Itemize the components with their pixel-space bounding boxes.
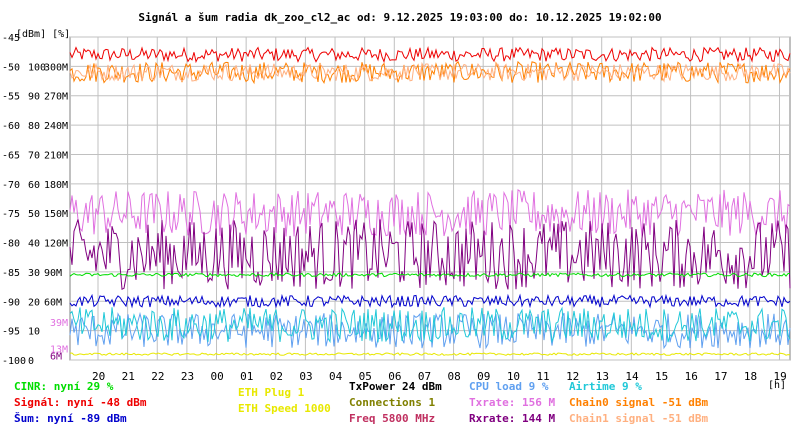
x-tick-label: 11	[536, 370, 549, 383]
x-tick-label: 13	[596, 370, 609, 383]
series-eth-speed	[69, 352, 791, 356]
series-rxrate	[69, 219, 791, 290]
legend-eth-plug: ETH Plug 1	[238, 386, 305, 399]
x-tick-label: 19	[773, 370, 786, 383]
series-cpu-load	[69, 311, 791, 350]
y-tick-rate: 60M	[44, 297, 62, 308]
y-tick-dbm: -55	[2, 92, 20, 103]
y-rate-marker-label: 13M	[50, 344, 68, 355]
y-tick-dbm: -75	[2, 209, 20, 220]
y-tick-rate: 270M	[44, 92, 68, 103]
legend-txpower: TxPower 24 dBm	[349, 380, 442, 393]
x-tick-label: 04	[329, 370, 343, 383]
y-rate-marker-label: 6M	[50, 351, 62, 362]
y-tick-percent: 100	[28, 62, 46, 73]
x-tick-label: 12	[566, 370, 579, 383]
y-tick-dbm: -80	[2, 239, 20, 250]
y-tick-rate: 150M	[44, 209, 68, 220]
legend-cpu: CPU load 9 %	[469, 380, 549, 393]
y-rate-marker-label: 39M	[50, 318, 68, 329]
x-tick-label: 09	[477, 370, 490, 383]
legend-cinr: CINR: nyní 29 %	[14, 380, 114, 393]
plot-area	[69, 36, 791, 361]
x-tick-label: 22	[151, 370, 164, 383]
y-tick-dbm: -90	[2, 297, 20, 308]
x-tick-label: 18	[744, 370, 757, 383]
legend-rxrate: Rxrate: 144 M	[469, 412, 556, 425]
legend-chain1: Chain1 signal -51 dBm	[569, 412, 709, 425]
x-tick-label: 14	[625, 370, 639, 383]
x-tick-label: 21	[122, 370, 135, 383]
series-chain1-signal	[69, 61, 791, 83]
x-tick-label: 00	[211, 370, 224, 383]
x-tick-label: 01	[240, 370, 253, 383]
x-tick-label: 15	[655, 370, 668, 383]
chart-grid	[69, 36, 791, 361]
y-tick-rate: 300M	[44, 62, 68, 73]
series--um	[69, 293, 791, 309]
y-tick-percent: 20	[28, 297, 40, 308]
y-tick-rate: 90M	[44, 268, 62, 279]
series-chain0-signal	[69, 60, 791, 85]
legend-chain0: Chain0 signal -51 dBm	[569, 396, 709, 409]
axis-units-label: [dBm] [%]	[16, 29, 71, 40]
series-airtime	[69, 306, 791, 344]
x-axis-label: [h]	[768, 380, 786, 391]
series-txrate	[69, 189, 791, 237]
y-tick-rate: 210M	[44, 150, 68, 161]
y-tick-dbm: -45	[2, 33, 20, 44]
y-tick-percent: 30	[28, 268, 40, 279]
y-tick-percent: 80	[28, 121, 40, 132]
x-tick-label: 17	[714, 370, 727, 383]
y-tick-rate: 120M	[44, 239, 68, 250]
legend-signal: Signál: nyní -48 dBm	[14, 396, 147, 409]
y-tick-percent: 50	[28, 209, 40, 220]
y-tick-percent: 40	[28, 239, 40, 250]
chart-series	[69, 46, 791, 356]
legend-noise: Šum: nyní -89 dBm	[14, 412, 127, 425]
legend-txrate: Txrate: 156 M	[469, 396, 556, 409]
x-tick-label: 03	[299, 370, 312, 383]
legend-freq: Freq 5800 MHz	[349, 412, 436, 425]
x-tick-label: 20	[92, 370, 105, 383]
y-tick-percent: 90	[28, 92, 40, 103]
legend-eth-speed: ETH Speed 1000	[238, 402, 331, 415]
x-tick-label: 10	[507, 370, 520, 383]
legend-airtime: Airtime 9 %	[569, 380, 642, 393]
x-tick-label: 07	[418, 370, 431, 383]
y-tick-dbm: -60	[2, 121, 20, 132]
series-sign-l	[69, 46, 791, 64]
y-tick-dbm: -65	[2, 150, 20, 161]
chart-title: Signál a šum radia dk_zoo_cl2_ac od: 9.1…	[138, 11, 662, 24]
y-tick-dbm: -50	[2, 62, 20, 73]
y-tick-dbm: -100	[2, 356, 26, 367]
x-tick-label: 08	[448, 370, 461, 383]
x-tick-label: 05	[359, 370, 372, 383]
x-tick-label: 06	[388, 370, 401, 383]
x-tick-label: 16	[685, 370, 698, 383]
x-tick-label: 23	[181, 370, 194, 383]
legend-connections: Connections 1	[349, 396, 436, 409]
y-tick-percent: 70	[28, 150, 40, 161]
y-tick-rate: 240M	[44, 121, 68, 132]
y-tick-dbm: -95	[2, 327, 20, 338]
y-tick-rate: 180M	[44, 180, 68, 191]
y-tick-dbm: -70	[2, 180, 20, 191]
y-tick-percent: 10	[28, 327, 40, 338]
x-tick-label: 02	[270, 370, 283, 383]
series-cinr	[69, 272, 791, 278]
y-tick-percent: 0	[28, 356, 34, 367]
y-tick-dbm: -85	[2, 268, 20, 279]
y-tick-percent: 60	[28, 180, 40, 191]
